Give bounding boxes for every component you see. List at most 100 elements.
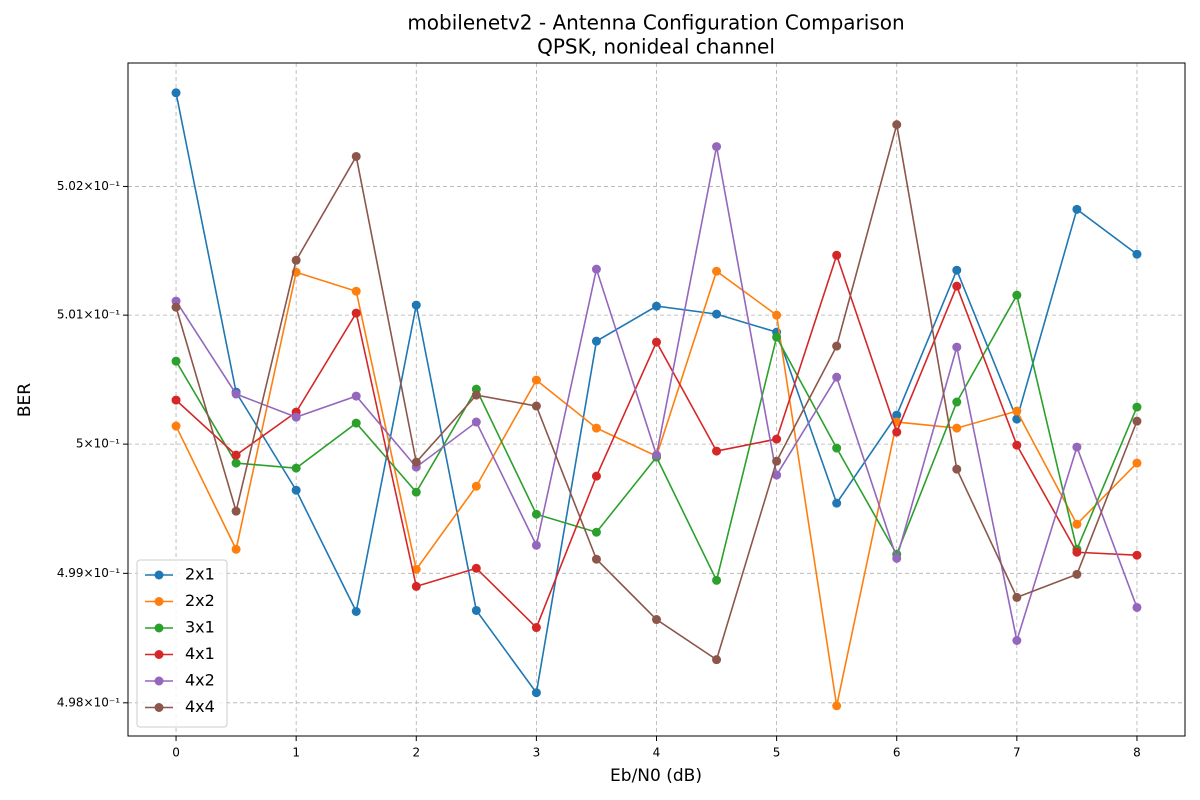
data-point [1012, 592, 1022, 602]
data-point [291, 255, 301, 265]
legend-label: 4x4 [185, 697, 215, 716]
data-point [231, 506, 241, 516]
x-tick-label: 8 [1133, 746, 1141, 760]
data-point [712, 309, 722, 319]
data-point [231, 389, 241, 399]
data-point [1072, 569, 1082, 579]
data-point [1072, 519, 1082, 529]
legend-label: 2x2 [185, 591, 215, 610]
data-point [531, 375, 541, 385]
data-point [591, 471, 601, 481]
chart-subtitle: QPSK, nonideal channel [537, 35, 775, 59]
data-point [531, 540, 541, 550]
y-tick-label: 4.98×10⁻¹ [57, 695, 120, 709]
data-point [291, 485, 301, 495]
data-point [892, 553, 902, 563]
data-point [652, 450, 661, 460]
y-tick-label: 4.99×10⁻¹ [57, 566, 120, 580]
data-point [291, 412, 301, 422]
data-point [712, 142, 722, 152]
chart-title: mobilenetv2 - Antenna Configuration Comp… [407, 11, 904, 35]
data-point [531, 401, 541, 411]
x-tick-label: 6 [893, 746, 901, 760]
y-axis-label: BER [15, 383, 35, 417]
data-point [351, 418, 361, 428]
data-point [832, 701, 842, 711]
data-point [772, 470, 782, 480]
data-point [772, 332, 782, 342]
data-point [351, 607, 361, 617]
x-tick-label: 4 [653, 746, 661, 760]
data-point [1132, 249, 1142, 259]
data-point [471, 481, 481, 491]
data-point [591, 264, 601, 274]
data-point [171, 395, 181, 405]
data-point [712, 575, 722, 585]
data-point [892, 120, 902, 130]
x-tick-label: 1 [292, 746, 300, 760]
data-point [471, 563, 481, 573]
data-point [712, 655, 722, 665]
data-point [712, 266, 722, 276]
data-point [531, 688, 541, 698]
plot-frame [127, 62, 1186, 737]
data-point [471, 605, 481, 615]
data-point [1012, 406, 1022, 416]
data-point [952, 423, 962, 433]
data-point [531, 509, 541, 519]
data-point [952, 281, 962, 291]
x-tick-label: 7 [1013, 746, 1021, 760]
legend-marker [154, 650, 164, 659]
data-point [231, 450, 241, 460]
data-point [952, 464, 962, 474]
data-point [832, 341, 842, 351]
data-point [171, 88, 181, 98]
data-point [952, 342, 962, 352]
data-point [712, 446, 722, 456]
x-tick-label: 2 [412, 746, 420, 760]
data-point [531, 623, 541, 633]
data-point [1072, 547, 1082, 557]
data-point [952, 265, 962, 275]
data-point [171, 356, 181, 366]
data-point [772, 456, 782, 466]
data-point [832, 498, 842, 508]
data-point [1012, 635, 1022, 645]
y-tick-label: 5×10⁻¹ [76, 437, 120, 451]
legend-label: 2x1 [185, 565, 215, 584]
data-point [1012, 440, 1022, 450]
data-point [652, 615, 661, 625]
data-point [1132, 550, 1142, 560]
data-point [1072, 204, 1082, 214]
legend-label: 4x1 [185, 644, 215, 663]
data-point [952, 397, 962, 407]
data-point [171, 302, 181, 312]
legend-marker [154, 570, 164, 580]
legend-label: 4x2 [185, 671, 215, 690]
legend-label: 3x1 [185, 618, 215, 637]
data-point [772, 434, 782, 444]
x-tick-label: 5 [773, 746, 781, 760]
data-point [892, 410, 902, 420]
data-point [411, 581, 421, 591]
data-point [832, 250, 842, 260]
data-point [772, 310, 782, 320]
data-point [591, 423, 601, 433]
data-point [411, 487, 421, 497]
data-point [471, 390, 481, 400]
data-point [231, 544, 241, 554]
data-point [1132, 416, 1142, 426]
x-tick-label: 0 [172, 746, 180, 760]
x-tick-label: 3 [533, 746, 541, 760]
data-point [291, 463, 301, 473]
x-axis-label: Eb/N0 (dB) [610, 766, 702, 786]
data-point [652, 301, 661, 311]
data-point [1132, 402, 1142, 412]
data-point [231, 458, 241, 468]
legend-marker [154, 676, 164, 686]
y-tick-label: 5.02×10⁻¹ [57, 179, 120, 193]
data-point [411, 300, 421, 310]
y-tick-label: 5.01×10⁻¹ [57, 308, 120, 322]
data-point [351, 286, 361, 296]
